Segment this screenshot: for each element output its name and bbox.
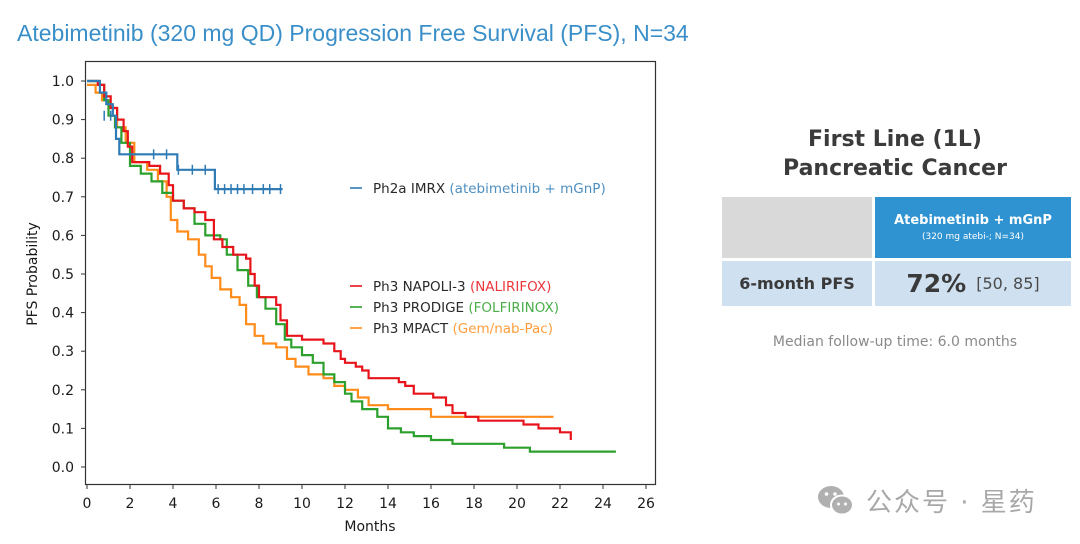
y-axis-label: PFS Probability [25,222,41,326]
x-tick-label: 10 [293,496,311,512]
x-axis-label: Months [344,519,395,535]
y-tick-label: 0.2 [52,383,74,399]
table-column-header: Atebimetinib + mGnP (320 mg atebi-; N=34… [875,197,1071,258]
x-tick-label: 16 [422,496,440,512]
y-tick-label: 0.5 [52,267,74,283]
legend-series-regimen: (atebimetinib + mGnP) [449,181,605,197]
panel-title-line1: First Line (1L) [808,127,982,152]
series-line-ph3-mpact [87,83,554,418]
legend-item-ph2a-imrx: Ph2a IMRX (atebimetinib + mGnP) [373,181,606,197]
x-tick-label: 4 [169,496,178,512]
y-axis-ticks: 0.0 0.1 0.2 0.3 0.4 0.5 0.6 0.7 0.8 0.9 1.0 [52,74,86,476]
y-tick-label: 0.1 [52,421,74,437]
legend-item-ph3-prodige: Ph3 PRODIGE (FOLFIRINOX) [373,300,559,316]
row-label-6month-pfs: 6-month PFS [722,261,872,306]
series-line-ph2a-imrx [87,79,283,191]
x-tick-label: 2 [126,496,135,512]
x-tick-label: 6 [212,496,221,512]
panel-title: First Line (1L) Pancreatic Cancer [722,125,1068,183]
wechat-icon [818,485,854,515]
pfs-confidence-interval: [50, 85] [976,274,1040,293]
column-header-title: Atebimetinib + mGnP [894,213,1052,228]
legend-series-regimen: (FOLFIRINOX) [468,300,559,316]
table-corner-cell [722,197,872,258]
y-tick-label: 0.9 [52,113,74,129]
page-title: Atebimetinib (320 mg QD) Progression Fre… [17,20,689,46]
x-tick-label: 22 [551,496,569,512]
watermark: 公众号 · 星药 [816,482,1037,519]
y-tick-label: 0.4 [52,306,74,322]
legend-series-name: Ph3 PRODIGE [373,300,468,316]
pfs-table: Atebimetinib + mGnP (320 mg atebi-; N=34… [722,197,1071,306]
censor-marks [103,110,282,195]
y-tick-label: 0.6 [52,228,74,244]
y-tick-label: 0.8 [52,151,74,167]
legend-series-name: Ph3 NAPOLI-3 [373,279,470,295]
x-tick-label: 12 [336,496,354,512]
y-tick-label: 0.0 [52,460,74,476]
panel-title-line2: Pancreatic Cancer [783,156,1007,181]
series-layer [87,79,616,453]
y-tick-label: 1.0 [52,74,74,90]
legend-series-name: Ph3 MPACT [373,321,452,337]
x-tick-label: 8 [255,496,264,512]
legend: Ph2a IMRX (atebimetinib + mGnP) Ph3 NAPOL… [350,181,606,337]
x-tick-label: 24 [594,496,612,512]
median-followup-note: Median follow-up time: 6.0 months [772,334,1018,350]
x-axis-ticks: 0 2 4 6 8 10 12 14 16 18 20 22 24 26 [83,484,655,512]
legend-series-regimen: (Gem/nab-Pac) [452,321,553,337]
x-tick-label: 20 [508,496,526,512]
x-tick-label: 14 [379,496,397,512]
summary-panel: First Line (1L) Pancreatic Cancer Atebim… [722,125,1071,306]
legend-item-ph3-mpact: Ph3 MPACT (Gem/nab-Pac) [373,321,553,337]
legend-series-regimen: (NALIRIFOX) [470,279,552,295]
plot-frame [84,60,657,486]
x-tick-label: 0 [83,496,92,512]
column-header-subtitle: (320 mg atebi-; N=34) [921,232,1025,242]
x-tick-label: 18 [465,496,483,512]
row-value-6month-pfs: 72% [50, 85] [875,261,1071,306]
series-line-ph3-napoli-3 [87,79,572,440]
y-tick-label: 0.3 [52,344,74,360]
x-tick-label: 26 [637,496,655,512]
watermark-text: 公众号 · 星药 [866,488,1037,518]
series-line-ph3-prodige [87,79,616,453]
legend-series-name: Ph2a IMRX [373,181,449,197]
legend-item-ph3-napoli-3: Ph3 NAPOLI-3 (NALIRIFOX) [373,279,551,295]
pfs-percentage: 72% [906,269,967,298]
y-tick-label: 0.7 [52,190,74,206]
